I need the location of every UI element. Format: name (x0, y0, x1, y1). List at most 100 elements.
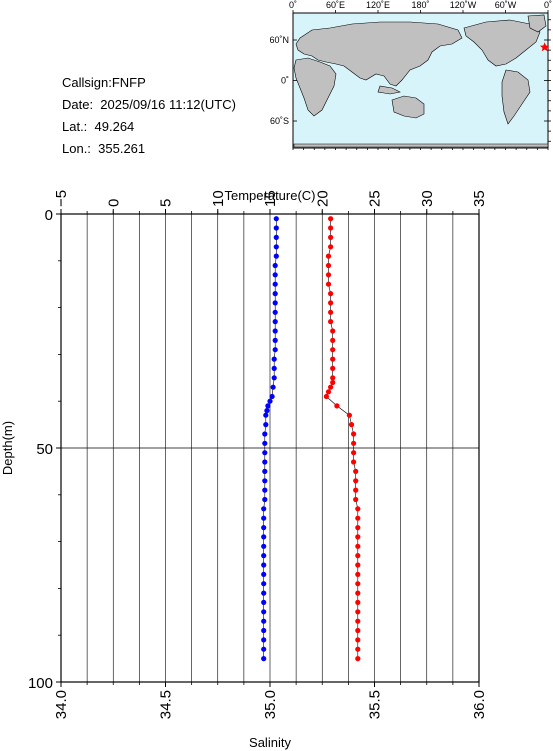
data-point (325, 389, 332, 395)
data-point (262, 478, 268, 484)
data-point (355, 534, 361, 540)
data-point (328, 216, 334, 222)
observation-date: Date: 2025/09/16 11:12(UTC) (62, 97, 236, 112)
data-point (355, 525, 361, 531)
series-line (326, 218, 359, 659)
temperature-tick-label: 25 (367, 190, 384, 207)
landmass-africa (293, 57, 337, 117)
chart-grid (61, 214, 479, 682)
callsign: Callsign:FNFP (62, 75, 146, 90)
map-lon-label: 60˚W (495, 0, 517, 10)
data-point (273, 234, 279, 240)
data-point (323, 393, 329, 400)
data-point (355, 646, 361, 652)
data-point (273, 244, 279, 250)
data-point (325, 272, 332, 278)
data-point (270, 384, 276, 390)
station-marker-icon (539, 42, 550, 52)
landmass-north-america (463, 19, 541, 67)
data-point (353, 468, 359, 474)
map-lat-label: 60˚S (270, 116, 289, 126)
data-point (346, 412, 352, 418)
data-point (261, 637, 267, 643)
landmass-greenland (527, 14, 547, 33)
data-point (272, 281, 278, 287)
data-point (272, 337, 278, 343)
data-point (273, 225, 279, 231)
data-point (351, 440, 357, 446)
data-point (261, 543, 267, 549)
data-point (330, 337, 336, 343)
data-point (272, 309, 278, 315)
data-point (328, 234, 334, 240)
temperature-tick-label: 20 (314, 190, 331, 207)
data-point (355, 627, 361, 634)
salinity-tick-label: 36.0 (471, 690, 488, 719)
data-point (355, 571, 361, 578)
temperature-tick-label: 30 (419, 190, 436, 207)
data-point (271, 375, 277, 381)
landmass-australia (391, 95, 425, 119)
temperature-tick-label: −5 (53, 190, 70, 207)
data-point (355, 506, 361, 512)
data-point (355, 553, 361, 559)
data-point (261, 534, 267, 540)
map-lon-label: 0˚ (544, 0, 552, 10)
data-point (262, 459, 268, 465)
landmass-eurasia (295, 21, 463, 87)
salinity-tick-label: 34.5 (158, 690, 175, 719)
data-point (351, 450, 357, 456)
data-point (272, 262, 278, 269)
data-point (262, 431, 268, 437)
data-point (330, 347, 336, 353)
data-point (355, 656, 361, 662)
map-lat-label: 0˚ (281, 76, 289, 86)
data-point (273, 216, 279, 222)
data-point (261, 562, 267, 568)
data-point (328, 384, 334, 390)
data-point (265, 403, 271, 409)
data-point (328, 225, 334, 231)
data-point (272, 300, 278, 306)
depth-axis-title: Depth(m) (0, 421, 15, 475)
data-point (328, 319, 334, 325)
salinity-tick-label: 35.0 (262, 690, 279, 719)
map-lon-label: 180˚ (411, 0, 429, 10)
data-point (334, 403, 340, 409)
data-point (267, 398, 273, 404)
data-point (351, 431, 357, 437)
map-lat-label: 60˚N (269, 35, 289, 45)
data-point (261, 525, 267, 531)
data-point (261, 599, 267, 606)
data-point (272, 272, 278, 278)
data-point (355, 618, 361, 624)
data-point (330, 356, 336, 362)
depth-axis: 0 50 100 (28, 207, 61, 692)
data-point (272, 291, 278, 297)
data-point (261, 627, 267, 634)
data-point (261, 506, 267, 512)
map-lon-label: 60˚E (326, 0, 345, 10)
data-point (271, 356, 277, 362)
temperature-tick-label: 15 (262, 190, 279, 207)
depth-tick-label: 0 (45, 207, 53, 224)
data-point (261, 618, 267, 624)
data-point (261, 609, 267, 615)
data-point (262, 487, 268, 493)
landmass-antarctica (293, 143, 549, 148)
data-point (325, 281, 332, 287)
data-point (328, 309, 334, 315)
data-point (330, 375, 336, 381)
map-latitude-labels: 60˚N 0˚ 60˚S (269, 35, 289, 126)
series-1 (323, 216, 361, 662)
temperature-tick-label: 35 (471, 190, 488, 207)
data-point (269, 393, 275, 400)
data-point (330, 379, 336, 386)
data-point (353, 478, 359, 484)
temperature-tick-label: 10 (210, 190, 227, 207)
data-point (328, 244, 334, 250)
data-point (261, 515, 267, 521)
data-point (261, 571, 267, 578)
data-point (325, 262, 332, 269)
data-point (355, 543, 361, 549)
